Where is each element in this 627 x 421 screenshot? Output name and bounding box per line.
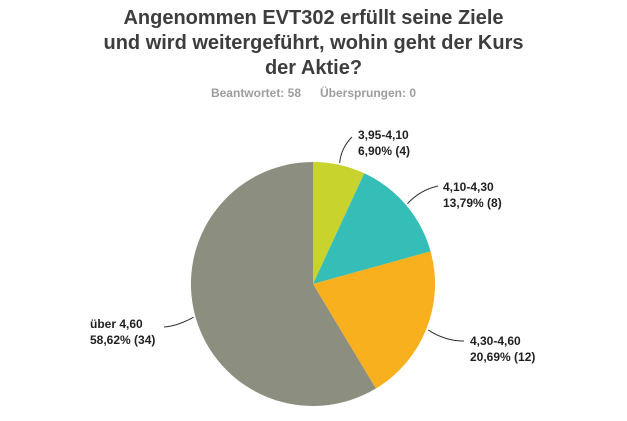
slice-label-4: über 4,60 58,62% (34) (90, 316, 155, 348)
slice-range: 4,10-4,30 (443, 180, 494, 194)
chart-title: Angenommen EVT302 erfüllt seine Ziele un… (103, 7, 524, 79)
leader-line-3 (427, 329, 465, 342)
pie-slice-2[interactable] (313, 173, 431, 284)
pie-slice-3[interactable] (313, 251, 436, 389)
slice-range: über 4,60 (90, 317, 143, 331)
leader-line-1 (339, 136, 353, 163)
response-stats: Beantwortet: 58 Übersprungen: 0 (0, 86, 627, 100)
slice-label-1: 3,95-4,10 6,90% (4) (358, 127, 410, 159)
slice-label-3: 4,30-4,60 20,69% (12) (470, 333, 535, 365)
leader-line-2 (407, 185, 439, 205)
pie-slice-1[interactable] (313, 162, 365, 284)
answered-stat: Beantwortet: 58 (210, 86, 301, 100)
slice-percent: 6,90% (4) (358, 144, 411, 158)
slice-percent: 13,79% (8) (443, 196, 502, 210)
slice-percent: 58,62% (34) (90, 333, 156, 347)
slice-percent: 20,69% (12) (470, 350, 536, 364)
slice-range: 3,95-4,10 (358, 128, 409, 142)
skipped-stat: Übersprungen: 0 (320, 86, 417, 100)
pie-slice-4[interactable] (190, 161, 376, 407)
slice-label-2: 4,10-4,30 13,79% (8) (443, 179, 502, 211)
slice-range: 4,30-4,60 (470, 334, 521, 348)
leader-line-4 (163, 316, 194, 328)
